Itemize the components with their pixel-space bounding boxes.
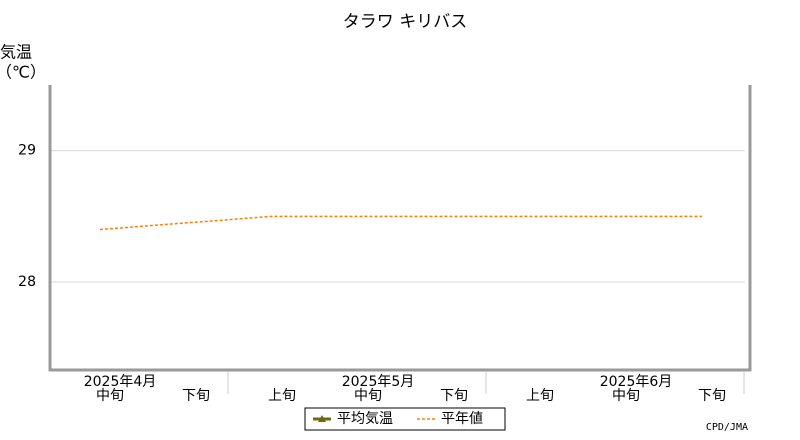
x-tick-label: 中旬 bbox=[96, 388, 124, 404]
x-tick-label: 中旬 bbox=[354, 388, 382, 404]
chart-title: タラワ キリバス bbox=[343, 12, 467, 32]
source-note: CPD/JMA bbox=[706, 422, 748, 433]
legend-box bbox=[304, 407, 506, 431]
legend-label: 平年値 bbox=[441, 411, 483, 427]
y-axis-label: 気温 bbox=[0, 43, 32, 62]
x-tick-label: 上旬 bbox=[268, 388, 296, 404]
x-tick-label: 下旬 bbox=[440, 388, 468, 404]
plot-area bbox=[50, 150, 745, 283]
x-group-label: 2025年5月 bbox=[342, 374, 415, 390]
x-tick-label: 中旬 bbox=[612, 388, 640, 404]
x-tick-label: 上旬 bbox=[526, 388, 554, 404]
legend-label: 平均気温 bbox=[337, 411, 393, 427]
x-tick-label: 下旬 bbox=[182, 388, 210, 404]
legend-marker bbox=[318, 415, 326, 422]
y-axis-label: （℃） bbox=[0, 63, 46, 82]
x-group-label: 2025年4月 bbox=[84, 374, 157, 390]
series-line bbox=[99, 215, 702, 231]
x-group-label: 2025年6月 bbox=[600, 374, 673, 390]
y-tick-label: 28 bbox=[18, 274, 36, 290]
y-tick-label: 29 bbox=[18, 143, 36, 159]
x-tick-label: 下旬 bbox=[698, 388, 726, 404]
